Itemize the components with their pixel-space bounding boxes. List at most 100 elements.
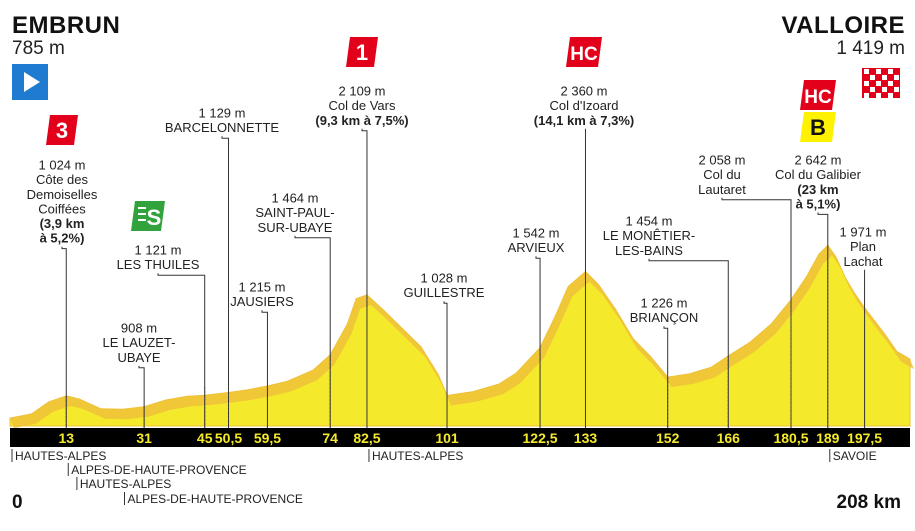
leader-line [361, 128, 368, 428]
waypoint-label: Col du Galibier [775, 167, 862, 182]
waypoint-label: Plan [850, 239, 876, 254]
region-label: HAUTES-ALPES [80, 477, 171, 491]
waypoint-label: SUR-UBAYE [258, 220, 333, 235]
profile-outline [9, 244, 911, 427]
profile-shade [10, 245, 914, 429]
category-badge [46, 115, 78, 145]
waypoint-label: Demoiselles [27, 187, 98, 202]
waypoint-altitude: 908 m [121, 321, 157, 336]
category-badge [346, 37, 378, 67]
waypoint-altitude: 1 454 m [626, 214, 673, 229]
leader-line [535, 256, 541, 428]
waypoint-label: LE MONÊTIER- [603, 228, 695, 243]
start-city-altitude: 785 m [12, 38, 65, 59]
finish-flag-check [870, 87, 875, 92]
finish-flag-check [894, 87, 899, 92]
waypoint-altitude: 2 360 m [561, 84, 608, 99]
finish-flag-icon [862, 68, 900, 98]
waypoint-altitude: 1 024 m [39, 158, 86, 173]
finish-flag-check [888, 69, 893, 74]
finish-flag-check [888, 93, 893, 98]
leader-line [648, 258, 729, 428]
km-marker-label: 74 [322, 430, 338, 446]
finish-city-altitude: 1 419 m [836, 38, 905, 59]
waypoint-label: BRIANÇON [630, 310, 699, 325]
waypoint-label: à 5,1%) [796, 196, 841, 211]
finish-flag-check [870, 75, 875, 80]
waypoint-altitude: 2 058 m [699, 153, 746, 168]
finish-city-name: VALLOIRE [781, 12, 905, 39]
km-marker-label: 197,5 [847, 430, 882, 446]
km-marker-label: 180,5 [773, 430, 808, 446]
km-marker-label: 45 [197, 430, 213, 446]
bonus-badge [800, 112, 836, 142]
leader-line [294, 235, 331, 428]
waypoint-altitude: 1 226 m [641, 296, 688, 311]
waypoint-label: (23 km [797, 182, 838, 197]
start-city-name: EMBRUN [12, 12, 121, 39]
finish-km-label: 208 km [836, 492, 901, 513]
waypoint-label: SAINT-PAUL- [255, 205, 334, 220]
waypoint-altitude: 1 028 m [421, 271, 468, 286]
sprint-badge-label: S [147, 205, 162, 230]
km-marker-label: 31 [136, 430, 152, 446]
km-marker-label: 82,5 [353, 430, 380, 446]
finish-flag-check [864, 93, 869, 98]
km-marker-label: 133 [574, 430, 598, 446]
waypoint-label: GUILLESTRE [404, 285, 485, 300]
km-marker-label: 59,5 [254, 430, 281, 446]
sprint-stripes-icon [138, 207, 146, 221]
finish-flag-check [864, 69, 869, 74]
region-label: ALPES-DE-HAUTE-PROVENCE [71, 463, 246, 477]
start-km-label: 0 [12, 492, 23, 513]
region-label: HAUTES-ALPES [15, 449, 106, 463]
region-label: SAVOIE [833, 449, 877, 463]
waypoint-altitude: 1 215 m [239, 280, 286, 295]
category-badge-label: HC [570, 44, 598, 65]
km-bar [10, 428, 910, 447]
finish-flag-check [882, 75, 887, 80]
region-label: HAUTES-ALPES [372, 449, 463, 463]
km-marker-label: 122,5 [523, 430, 558, 446]
region-label: ALPES-DE-HAUTE-PROVENCE [128, 492, 303, 506]
leader-line [138, 365, 145, 428]
waypoint-label: JAUSIERS [230, 294, 294, 309]
waypoint-altitude: 1 129 m [199, 106, 246, 121]
km-marker-label: 166 [717, 430, 741, 446]
waypoint-label: Coiffées [38, 201, 86, 216]
km-marker-label: 101 [435, 430, 459, 446]
waypoint-label: Col du [703, 167, 741, 182]
waypoint-altitude: 2 109 m [339, 84, 386, 99]
waypoint-label: LES THUILES [117, 257, 200, 272]
km-marker-label: 189 [816, 430, 840, 446]
finish-flag-check [894, 75, 899, 80]
category-badge [800, 80, 836, 110]
waypoint-label: Col d'Izoard [550, 98, 619, 113]
waypoint-altitude: 1 542 m [513, 226, 560, 241]
waypoint-altitude: 1 121 m [135, 243, 182, 258]
leader-line [221, 136, 230, 428]
leader-line [443, 301, 448, 428]
finish-flag-check [888, 81, 893, 86]
leader-line [721, 197, 792, 428]
leader-line [157, 273, 206, 428]
bonus-badge-label: B [810, 115, 826, 140]
category-badge-label: HC [804, 87, 832, 108]
waypoint-label: LES-BAINS [615, 243, 683, 258]
waypoint-altitude: 1 971 m [840, 225, 887, 240]
finish-flag-check [882, 87, 887, 92]
waypoint-label: Côte des [36, 172, 89, 187]
waypoint-altitude: 1 464 m [272, 191, 319, 206]
waypoint-label: Lachat [843, 254, 882, 269]
waypoint-altitude: 2 642 m [795, 153, 842, 168]
waypoint-label: (9,3 km à 7,5%) [315, 113, 408, 128]
waypoint-label: (14,1 km à 7,3%) [534, 113, 634, 128]
waypoint-label: UBAYE [117, 350, 160, 365]
km-marker-label: 13 [58, 430, 74, 446]
waypoint-label: à 5,2%) [40, 231, 85, 246]
finish-flag-check [876, 69, 881, 74]
waypoint-label: BARCELONNETTE [165, 120, 279, 135]
category-badge-label: 3 [56, 118, 68, 143]
